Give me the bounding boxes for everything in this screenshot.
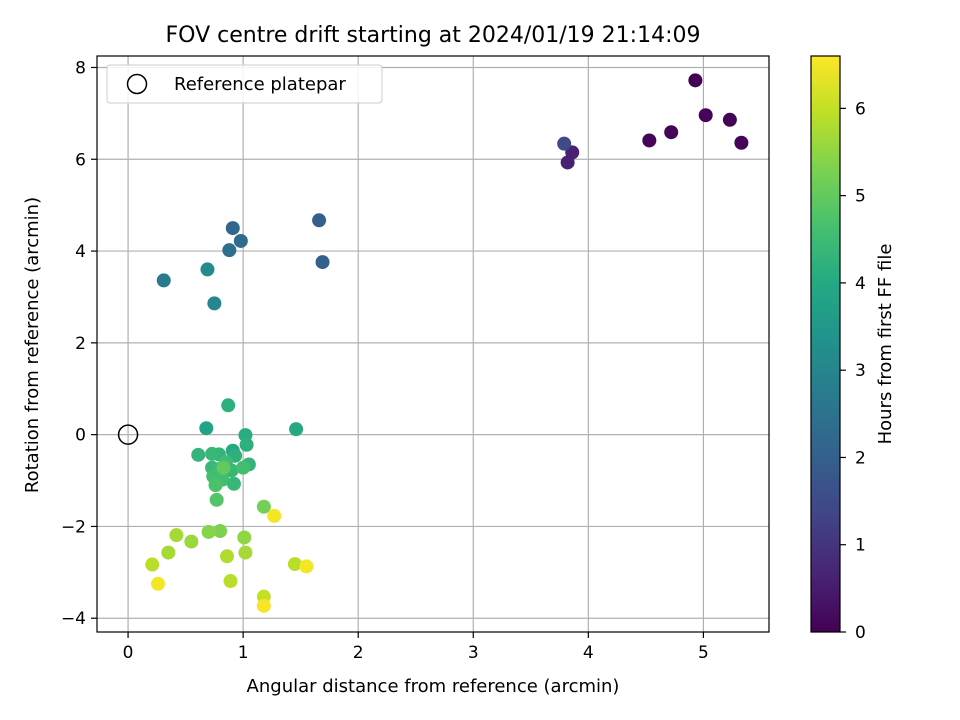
y-tick-label: 2	[75, 334, 86, 354]
data-point	[238, 545, 253, 560]
data-point	[734, 135, 749, 150]
colorbar-tick-label: 4	[855, 274, 866, 294]
data-point	[213, 524, 228, 539]
colorbar-tick-label: 2	[855, 448, 866, 468]
x-tick-label: 0	[123, 643, 134, 663]
y-axis-ticks: −4 −2 0 2 4 6 8	[61, 58, 97, 629]
data-point	[169, 528, 184, 543]
data-point	[216, 460, 231, 475]
data-point	[209, 492, 224, 507]
colorbar-label: Hours from first FF file	[875, 244, 896, 445]
data-point	[289, 422, 304, 437]
colorbar-tick-label: 6	[855, 99, 866, 119]
x-tick-label: 4	[583, 643, 594, 663]
y-tick-label: 8	[75, 58, 86, 78]
data-point	[191, 447, 206, 462]
colorbar-tick-label: 1	[855, 536, 866, 556]
y-tick-label: 6	[75, 150, 86, 170]
data-point	[221, 398, 236, 413]
data-point	[557, 136, 572, 151]
data-point	[239, 437, 254, 452]
data-point	[299, 559, 314, 574]
data-point	[642, 133, 657, 148]
data-point	[312, 213, 327, 228]
data-point	[560, 155, 575, 170]
x-tick-label: 1	[238, 643, 249, 663]
data-point	[233, 233, 248, 248]
data-point	[145, 557, 160, 572]
data-points	[145, 73, 749, 613]
data-point	[722, 112, 737, 127]
x-tick-label: 3	[468, 643, 479, 663]
data-point	[220, 549, 235, 564]
y-tick-label: 0	[75, 426, 86, 446]
data-point	[223, 574, 238, 589]
x-tick-label: 5	[698, 643, 709, 663]
data-point	[226, 476, 241, 491]
data-point	[184, 534, 199, 549]
data-point	[237, 530, 252, 545]
data-point	[201, 524, 216, 539]
data-point	[156, 273, 171, 288]
data-point	[199, 421, 214, 436]
y-tick-label: 4	[75, 242, 86, 262]
data-point	[150, 576, 165, 591]
colorbar: 0 1 2 3 4 5 6 Hours from first FF file	[810, 55, 896, 643]
data-point	[225, 221, 240, 236]
x-tick-label: 2	[353, 643, 364, 663]
legend-marker-icon	[126, 73, 148, 95]
colorbar-tick-label: 5	[855, 187, 866, 207]
y-tick-label: −4	[61, 609, 86, 629]
legend-box	[106, 64, 383, 104]
data-point	[256, 499, 271, 514]
legend: Reference platepar	[106, 64, 383, 104]
colorbar-tick-label: 3	[855, 361, 866, 381]
colorbar-ticks: 0 1 2 3 4 5 6	[840, 99, 866, 643]
data-point	[161, 545, 176, 560]
data-point	[688, 73, 703, 88]
colorbar-gradient	[810, 55, 841, 633]
data-point	[664, 125, 679, 140]
y-tick-label: −2	[61, 517, 86, 537]
plot-area: 0 1 2 3 4 5 −4 −2 0 2 4 6 8	[61, 55, 770, 663]
data-point	[236, 460, 251, 475]
data-point	[222, 243, 237, 258]
legend-entry-reference: Reference platepar	[174, 74, 346, 95]
axes-frame	[96, 55, 770, 633]
reference-platepar-marker	[117, 424, 139, 445]
data-point	[267, 508, 282, 523]
data-point	[256, 598, 271, 613]
chart-title: FOV centre drift starting at 2024/01/19 …	[166, 23, 701, 48]
data-point	[698, 108, 713, 123]
data-point	[200, 262, 215, 277]
x-axis-ticks: 0 1 2 3 4 5	[123, 632, 709, 663]
y-axis-label: Rotation from reference (arcmin)	[22, 197, 43, 493]
data-point	[208, 478, 223, 493]
data-point	[287, 557, 302, 572]
x-axis-label: Angular distance from reference (arcmin)	[247, 676, 620, 697]
data-point	[205, 446, 220, 461]
data-point	[207, 296, 222, 311]
data-point	[315, 255, 330, 270]
colorbar-tick-label: 0	[855, 623, 866, 643]
